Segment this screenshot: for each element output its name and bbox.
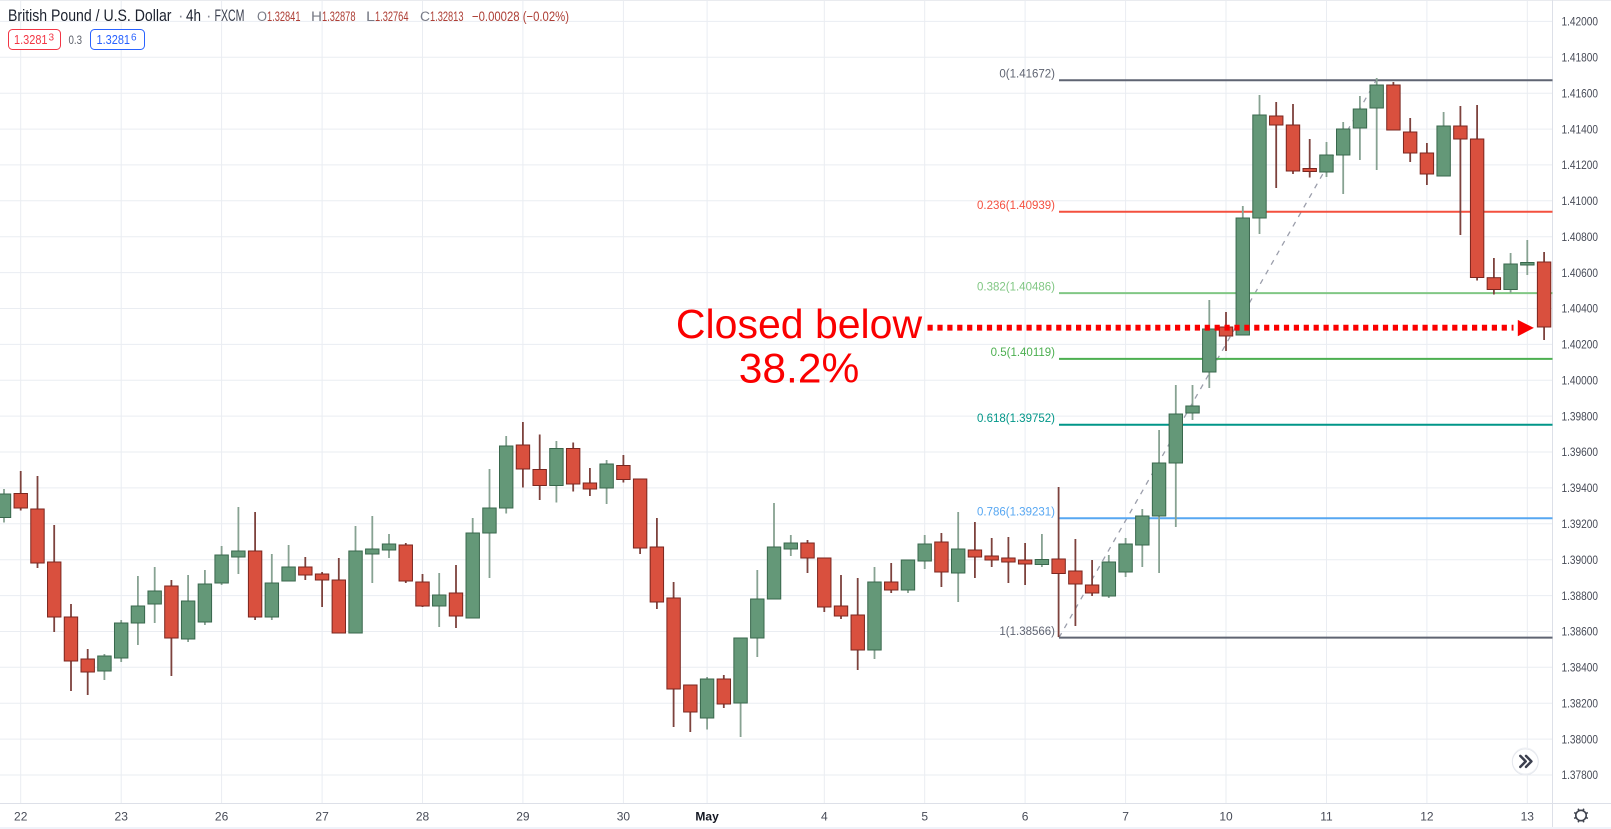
svg-text:0(1.41672): 0(1.41672) xyxy=(999,69,1055,81)
svg-text:13: 13 xyxy=(1521,810,1535,824)
svg-text:C: C xyxy=(420,9,430,24)
svg-text:1.41200: 1.41200 xyxy=(1562,158,1599,172)
svg-text:1.32841: 1.32841 xyxy=(267,9,301,24)
svg-text:1.39200: 1.39200 xyxy=(1562,517,1599,531)
svg-text:1.32813: 1.32813 xyxy=(430,9,464,24)
svg-text:1.3281: 1.3281 xyxy=(97,32,131,47)
svg-text:1.38600: 1.38600 xyxy=(1562,625,1599,639)
svg-text:28: 28 xyxy=(416,810,430,824)
svg-text:6: 6 xyxy=(1022,810,1029,824)
svg-text:5: 5 xyxy=(921,810,928,824)
svg-text:1.39000: 1.39000 xyxy=(1562,553,1599,567)
svg-text:1.41000: 1.41000 xyxy=(1562,194,1599,208)
svg-text:·: · xyxy=(178,7,184,25)
svg-text:1.32764: 1.32764 xyxy=(375,9,409,24)
svg-text:0.618(1.39752): 0.618(1.39752) xyxy=(977,413,1055,425)
svg-text:0.236(1.40939): 0.236(1.40939) xyxy=(977,200,1055,212)
svg-text:38.2%: 38.2% xyxy=(739,345,860,392)
svg-text:1.40600: 1.40600 xyxy=(1562,266,1599,280)
svg-text:O: O xyxy=(257,9,267,24)
svg-text:1.40200: 1.40200 xyxy=(1562,338,1599,352)
svg-text:1.41400: 1.41400 xyxy=(1562,122,1599,136)
svg-text:22: 22 xyxy=(14,810,28,824)
svg-text:23: 23 xyxy=(115,810,129,824)
svg-text:30: 30 xyxy=(617,810,631,824)
svg-text:1.39400: 1.39400 xyxy=(1562,481,1599,495)
svg-text:27: 27 xyxy=(315,810,329,824)
svg-text:7: 7 xyxy=(1122,810,1129,824)
svg-text:29: 29 xyxy=(516,810,530,824)
svg-text:4h: 4h xyxy=(186,7,201,25)
svg-text:0.786(1.39231): 0.786(1.39231) xyxy=(977,506,1055,518)
svg-text:1.41800: 1.41800 xyxy=(1562,51,1599,65)
svg-text:1.38400: 1.38400 xyxy=(1562,661,1599,675)
svg-text:1.37800: 1.37800 xyxy=(1562,768,1599,782)
svg-text:0.382(1.40486): 0.382(1.40486) xyxy=(977,281,1055,293)
svg-text:1.3281: 1.3281 xyxy=(14,32,48,47)
svg-text:10: 10 xyxy=(1219,810,1233,824)
svg-text:0.5(1.40119): 0.5(1.40119) xyxy=(991,347,1056,359)
svg-text:1.41600: 1.41600 xyxy=(1562,86,1599,100)
svg-text:26: 26 xyxy=(215,810,229,824)
svg-text:May: May xyxy=(695,810,719,824)
svg-text:H: H xyxy=(311,9,322,24)
svg-text:0.3: 0.3 xyxy=(69,33,83,47)
svg-text:1.39600: 1.39600 xyxy=(1562,445,1599,459)
svg-text:1(1.38566): 1(1.38566) xyxy=(999,626,1055,638)
svg-text:1.39800: 1.39800 xyxy=(1562,409,1599,423)
svg-text:6: 6 xyxy=(131,33,137,44)
svg-text:1.38800: 1.38800 xyxy=(1562,589,1599,603)
svg-text:L: L xyxy=(366,9,376,24)
svg-text:12: 12 xyxy=(1420,810,1434,824)
svg-text:11: 11 xyxy=(1320,810,1333,824)
svg-text:4: 4 xyxy=(821,810,828,824)
svg-text:British Pound / U.S. Dollar: British Pound / U.S. Dollar xyxy=(8,7,172,25)
svg-text:1.40000: 1.40000 xyxy=(1562,374,1599,388)
svg-text:1.38200: 1.38200 xyxy=(1562,696,1599,710)
svg-text:·: · xyxy=(206,7,212,25)
svg-text:1.32878: 1.32878 xyxy=(322,9,356,24)
svg-text:1.38000: 1.38000 xyxy=(1562,732,1599,746)
svg-text:1.40800: 1.40800 xyxy=(1562,230,1599,244)
svg-text:3: 3 xyxy=(49,33,55,44)
svg-text:FXCM: FXCM xyxy=(215,7,245,25)
svg-text:Closed below: Closed below xyxy=(676,301,923,347)
svg-text:1.42000: 1.42000 xyxy=(1562,15,1599,29)
svg-text:−0.00028 (−0.02%): −0.00028 (−0.02%) xyxy=(472,9,569,24)
svg-text:1.40400: 1.40400 xyxy=(1562,302,1599,316)
